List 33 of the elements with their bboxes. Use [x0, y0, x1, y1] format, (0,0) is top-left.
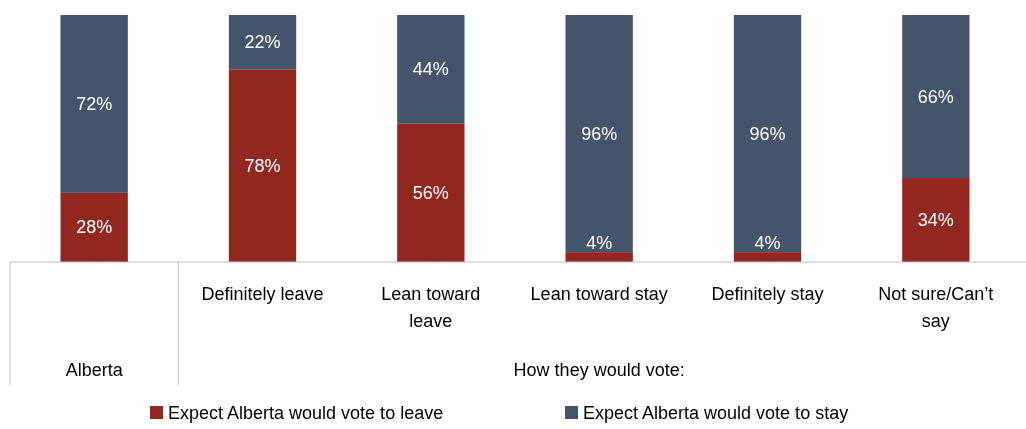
- legend-label: Expect Alberta would vote to stay: [583, 403, 849, 423]
- x-tick-label: Definitely stay: [711, 284, 824, 304]
- data-label: 66%: [917, 86, 954, 107]
- bar: [397, 123, 465, 262]
- bar: [228, 15, 297, 70]
- bar: [733, 15, 802, 253]
- x-tick-label: Not sure/Can’t say: [878, 284, 994, 331]
- data-label: 28%: [76, 217, 113, 238]
- x-tick-label: Definitely leave: [201, 284, 324, 304]
- data-label: 56%: [412, 182, 449, 203]
- data-label: 4%: [586, 233, 613, 254]
- text: Alberta: [65, 360, 124, 380]
- data-label: 96%: [749, 123, 786, 144]
- bar: [60, 192, 128, 262]
- bar: [397, 15, 465, 124]
- x-tick-label: Lean toward leave: [381, 284, 481, 331]
- data-label: 72%: [76, 93, 113, 114]
- data-label: 34%: [917, 210, 954, 231]
- bar: [902, 15, 970, 179]
- data-label: 44%: [412, 59, 449, 80]
- data-label: 22%: [244, 32, 281, 53]
- bar: [902, 178, 970, 262]
- data-label: 96%: [581, 123, 618, 144]
- bar: [60, 15, 128, 193]
- data-label: 4%: [754, 233, 781, 254]
- legend-label: Expect Alberta would vote to leave: [168, 403, 444, 423]
- bar: [565, 15, 633, 253]
- bar: [228, 69, 297, 262]
- data-label: 78%: [244, 155, 281, 176]
- x-tick-label: Lean toward stay: [530, 284, 668, 304]
- text: How they would vote:: [513, 360, 685, 380]
- bar: [733, 252, 802, 262]
- bar: [565, 252, 633, 262]
